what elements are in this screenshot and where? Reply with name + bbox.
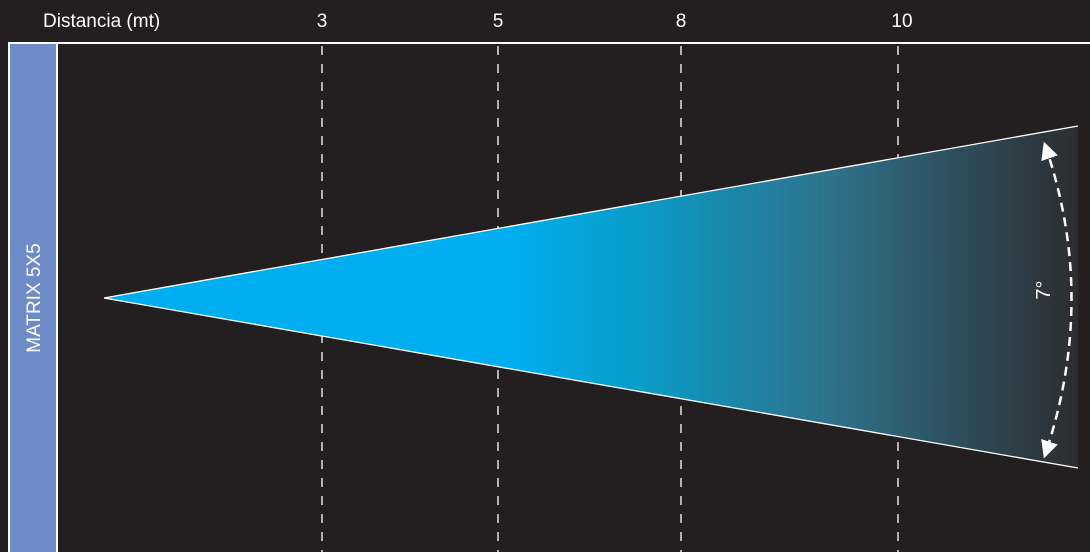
- light-beam-cone: [104, 126, 1078, 468]
- distance-tick-label: 5: [493, 11, 504, 32]
- diagram-frame: [8, 42, 1090, 552]
- beam-angle-label: 7°: [1033, 280, 1055, 299]
- fixture-name-label: MATRIX 5X5: [24, 243, 45, 352]
- beam-angle-arc: [1041, 141, 1073, 459]
- distance-tick-label: 3: [317, 11, 328, 32]
- distance-tick-label: 10: [891, 11, 912, 32]
- distance-axis-label: Distancia (mt): [43, 11, 160, 32]
- distance-tick-label: 8: [676, 11, 687, 32]
- distance-header: Distancia (mt) 3 5 8 10: [43, 11, 913, 32]
- fixture-label-bar: [10, 44, 56, 552]
- beam-lower-edge: [103, 297, 1079, 469]
- beam-upper-edge: [103, 125, 1079, 299]
